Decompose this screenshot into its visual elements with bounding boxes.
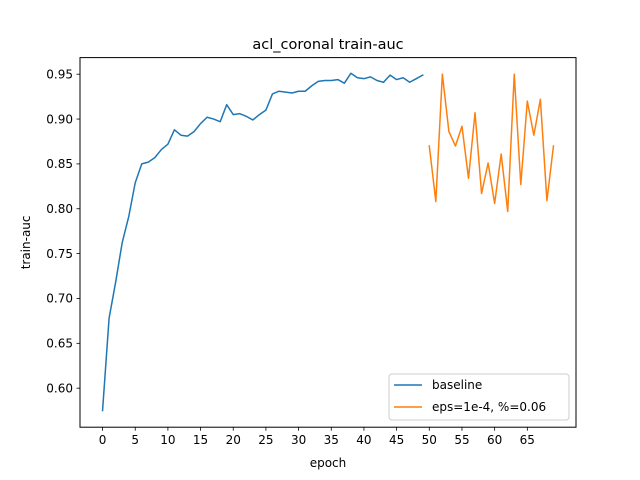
x-tick-label: 0: [99, 433, 107, 447]
legend: baseline eps=1e-4, %=0.06: [388, 373, 570, 421]
series-line-1: [428, 73, 555, 213]
y-tick-label: 0.75: [46, 247, 73, 261]
y-tick-label: 0.60: [46, 381, 73, 395]
x-axis-label: epoch: [310, 456, 347, 470]
series-line-0: [101, 72, 424, 412]
x-tick-label: 30: [291, 433, 306, 447]
plot-area: [101, 72, 555, 412]
y-tick-label: 0.85: [46, 157, 73, 171]
y-axis-label: train-auc: [19, 215, 33, 269]
x-tick-label: 40: [356, 433, 371, 447]
y-tick-label: 0.80: [46, 202, 73, 216]
x-tick-label: 55: [454, 433, 469, 447]
legend-label-baseline: baseline: [432, 378, 482, 392]
x-tick-label: 20: [226, 433, 241, 447]
x-tick-label: 60: [487, 433, 502, 447]
x-axis: 0 5 10 15 20 25 30 35 40 45 50 55 60 65: [99, 427, 535, 447]
x-tick-label: 10: [160, 433, 175, 447]
y-tick-label: 0.65: [46, 337, 73, 351]
chart-title: acl_coronal train-auc: [252, 37, 403, 53]
legend-box: [388, 373, 570, 421]
x-tick-label: 5: [131, 433, 139, 447]
y-axis: 0.60 0.65 0.70 0.75 0.80 0.85 0.90 0.95: [46, 67, 80, 395]
axes-frame: [79, 57, 577, 428]
x-tick-label: 45: [389, 433, 404, 447]
legend-label-eps: eps=1e-4, %=0.06: [432, 400, 546, 414]
x-tick-label: 25: [258, 433, 273, 447]
x-tick-label: 50: [422, 433, 437, 447]
y-tick-label: 0.95: [46, 67, 73, 81]
y-tick-label: 0.70: [46, 292, 73, 306]
x-tick-label: 65: [520, 433, 535, 447]
x-tick-label: 35: [324, 433, 339, 447]
y-tick-label: 0.90: [46, 112, 73, 126]
x-tick-label: 15: [193, 433, 208, 447]
